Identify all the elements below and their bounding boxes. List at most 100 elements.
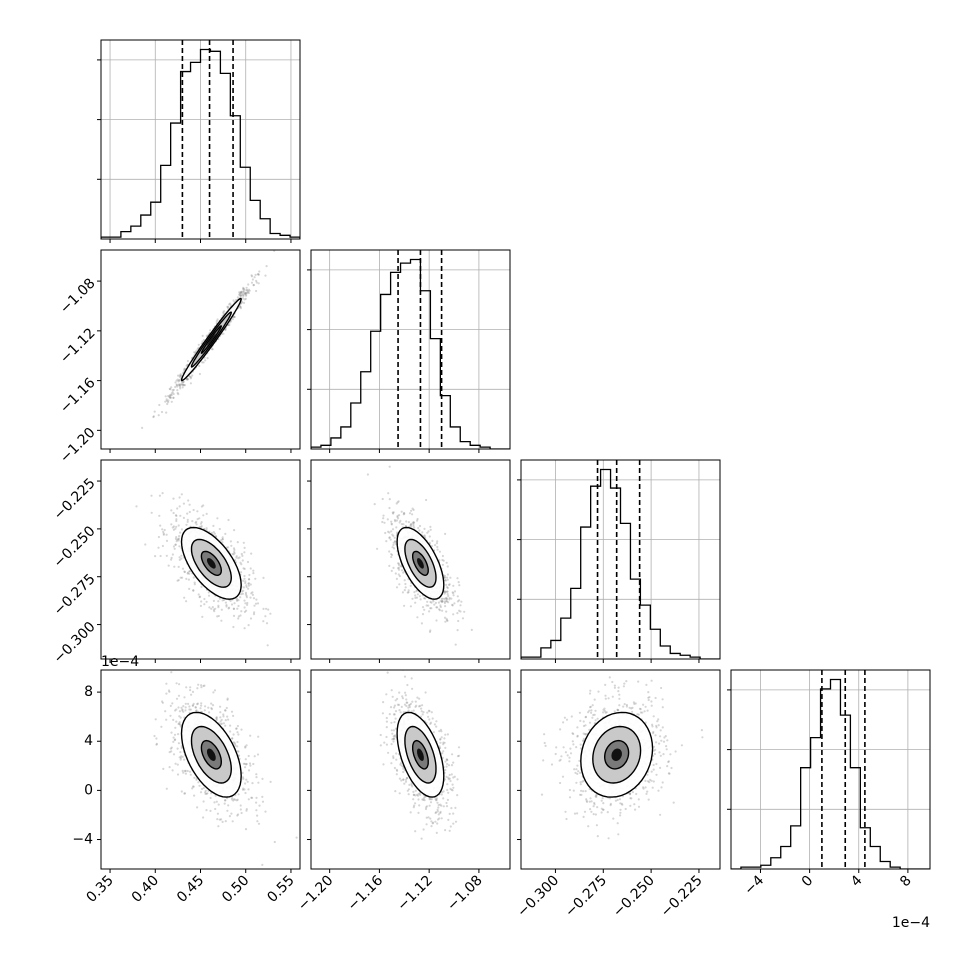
scatter-point — [444, 579, 447, 582]
scatter-point — [181, 576, 184, 579]
scatter-point — [652, 768, 655, 771]
scatter-point — [572, 743, 575, 746]
scatter-point — [394, 699, 397, 702]
scatter-point — [386, 518, 389, 521]
scatter-point — [179, 756, 182, 760]
scatter-point — [629, 792, 632, 796]
scatter-point — [397, 517, 400, 520]
scatter-point — [236, 724, 239, 728]
scatter-point — [180, 528, 183, 531]
scatter-point — [407, 521, 410, 524]
scatter-point — [642, 787, 645, 790]
scatter-point — [243, 551, 246, 554]
scatter-point — [202, 800, 205, 803]
scatter-point — [261, 777, 264, 781]
scatter-point — [439, 600, 442, 603]
scatter-point — [399, 519, 402, 523]
scatter-point — [232, 547, 236, 550]
scatter-point — [161, 544, 164, 548]
scatter-point — [180, 554, 183, 557]
scatter-point — [422, 797, 426, 800]
scatter-point — [245, 289, 248, 292]
scatter-point — [174, 709, 177, 712]
scatter-point — [396, 501, 399, 504]
scatter-point — [226, 698, 229, 701]
scatter-point — [427, 604, 430, 607]
scatter-point — [237, 617, 240, 620]
scatter-point — [230, 798, 233, 801]
contour-line — [200, 325, 223, 354]
scatter-point — [233, 315, 236, 319]
scatter-point — [267, 608, 270, 611]
scatter-point — [563, 716, 567, 719]
scatter-point — [434, 811, 437, 815]
scatter-point — [177, 537, 180, 540]
scatter-point — [201, 340, 204, 343]
scatter-point — [249, 617, 253, 620]
scatter-point — [242, 586, 245, 589]
scatter-point — [234, 743, 237, 746]
scatter-point — [412, 798, 415, 801]
scatter-point — [565, 718, 569, 721]
scatter-point — [397, 562, 400, 565]
scatter-point — [178, 556, 181, 559]
scatter-point — [382, 763, 385, 766]
scatter-point — [450, 807, 453, 810]
scatter-point — [244, 292, 247, 295]
scatter-point — [426, 531, 429, 534]
scatter-point — [611, 695, 614, 698]
scatter-point — [245, 609, 248, 612]
scatter-point — [415, 596, 419, 599]
scatter-point — [428, 541, 431, 544]
scatter-point — [452, 592, 455, 595]
scatter-point — [242, 295, 245, 298]
scatter-point — [445, 765, 448, 768]
scatter-point — [179, 758, 182, 761]
scatter-point — [607, 697, 610, 700]
scatter-point — [169, 714, 172, 717]
scatter-point — [171, 389, 174, 392]
scatter-point — [409, 811, 412, 814]
scatter-point — [446, 586, 449, 589]
scatter-point — [264, 810, 267, 813]
scatter-point — [181, 708, 184, 711]
scatter-point — [435, 831, 438, 835]
scatter-point — [175, 379, 178, 382]
density-peak — [207, 748, 216, 761]
scatter-point — [457, 581, 460, 584]
scatter-point — [392, 534, 395, 538]
scatter-point — [589, 706, 592, 709]
scatter-point — [412, 521, 415, 524]
scatter-point — [202, 514, 205, 517]
scatter-point — [397, 566, 401, 570]
scatter-point — [410, 782, 413, 785]
scatter-point — [196, 703, 199, 706]
histogram-panel-p0 — [97, 39, 301, 243]
scatter-point — [237, 733, 240, 736]
scatter-point — [205, 600, 208, 603]
scatter-point — [253, 755, 256, 758]
scatter-point — [200, 526, 203, 529]
scatter-point — [442, 559, 445, 562]
scatter-point — [417, 792, 420, 795]
scatter-point — [385, 716, 388, 720]
scatter-point — [439, 803, 442, 806]
scatter-point — [390, 530, 393, 533]
scatter-point — [253, 604, 256, 607]
scatter-point — [243, 546, 246, 550]
histogram-panel-p1 — [307, 249, 511, 453]
scatter-point — [241, 788, 245, 791]
scatter-point — [398, 564, 401, 567]
scatter-point — [215, 716, 218, 719]
scatter-point — [436, 545, 439, 549]
scatter-point — [236, 745, 239, 748]
scatter-point — [210, 531, 213, 535]
scatter-point — [222, 311, 225, 314]
scatter-point — [177, 722, 180, 726]
scatter-point — [167, 564, 170, 567]
scatter-point — [447, 583, 451, 587]
scatter-point — [237, 599, 240, 602]
scatter-point — [199, 604, 202, 608]
scatter-point — [182, 710, 185, 713]
scatter-point — [387, 530, 390, 533]
